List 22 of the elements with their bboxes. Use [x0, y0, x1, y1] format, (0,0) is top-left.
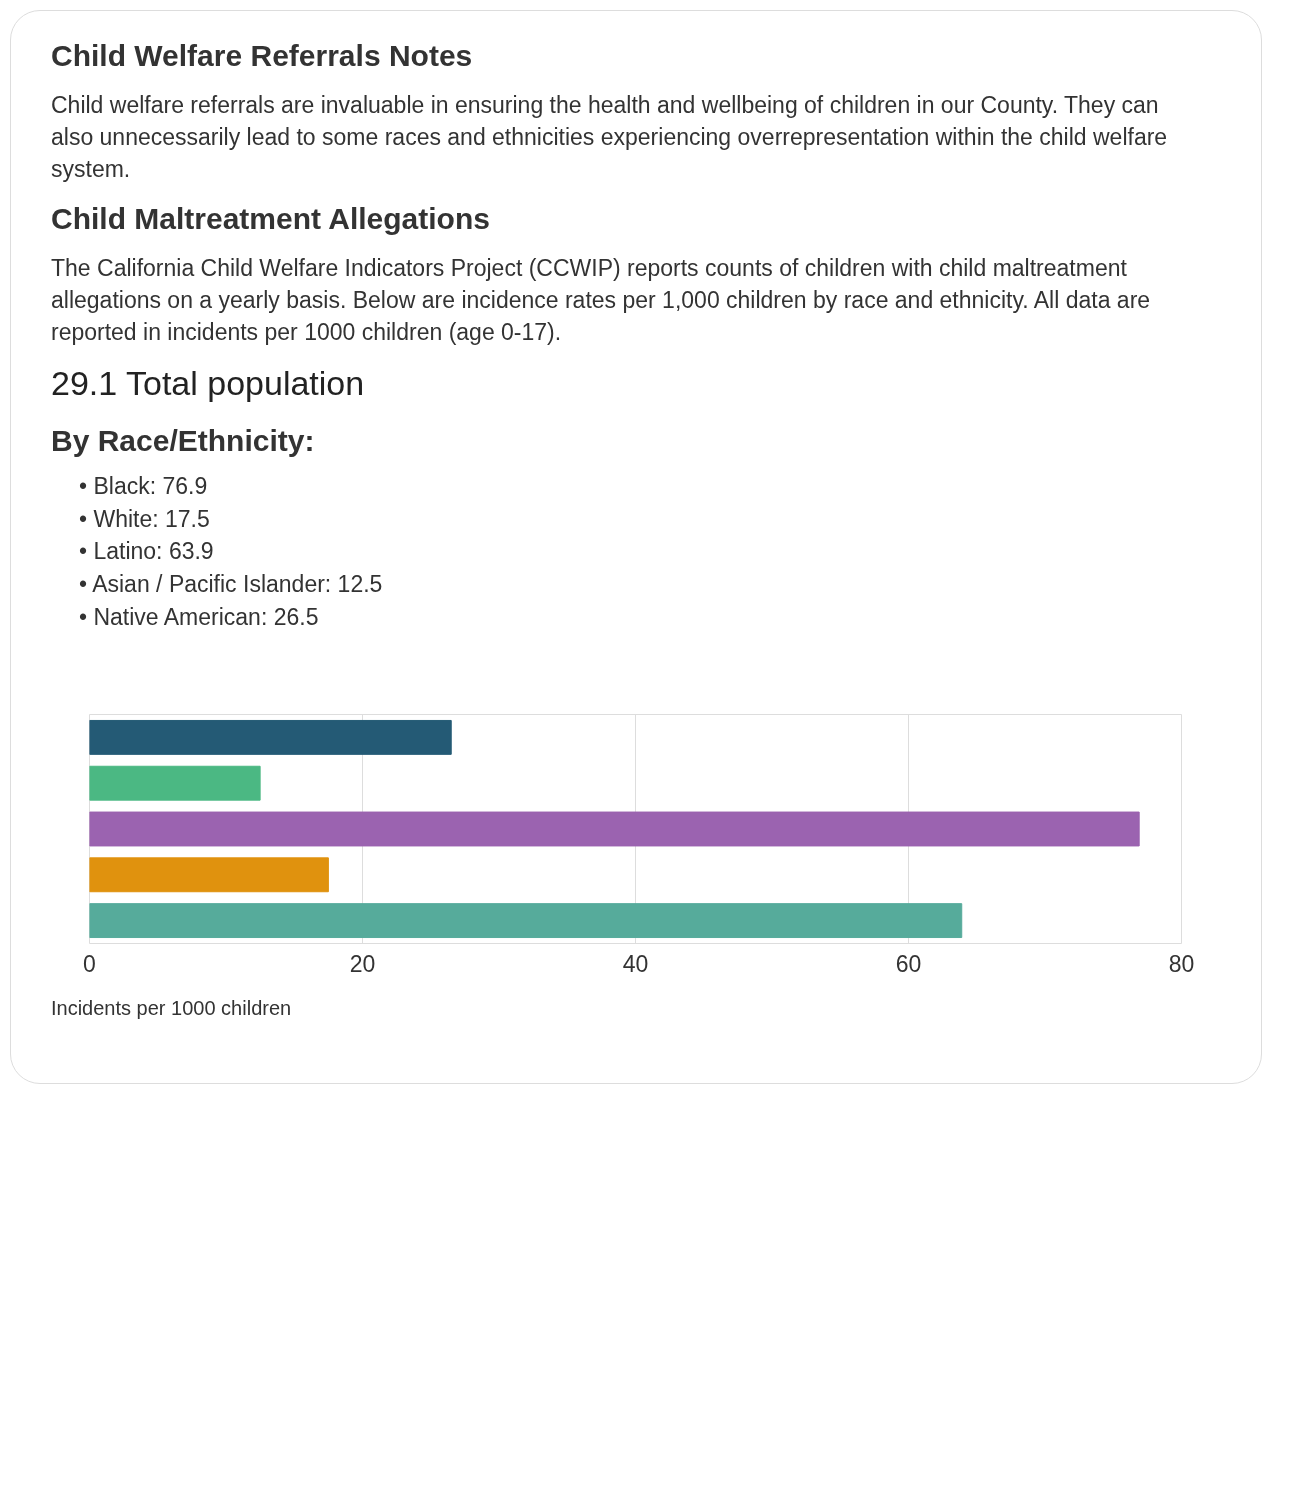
x-tick-label: 20	[349, 950, 376, 977]
chart-subtitle: Child welfare referrals are invaluable in ensuring the health and wellbeing of children in our County. They can also unnecessarily lead to some races and ethnicities experiencing overrepresentation within the child welfare system.	[51, 91, 1169, 185]
x-tick-label: 80	[1168, 950, 1195, 977]
bar	[89, 765, 261, 801]
text: • Asian / Pacific Islander: 12.5	[79, 570, 383, 600]
text: • Black: 76.9	[79, 471, 208, 501]
text: 29.1 Total population	[51, 363, 365, 405]
bar	[89, 857, 329, 893]
x-tick-label: 40	[622, 950, 649, 977]
text: By Race/Ethnicity:	[51, 422, 315, 459]
text: • White: 17.5	[79, 504, 210, 534]
bar	[89, 811, 1140, 847]
bar	[89, 719, 452, 755]
text: • Latino: 63.9	[79, 537, 214, 567]
x-tick-label: 0	[83, 950, 96, 977]
text: • Native American: 26.5	[79, 603, 319, 633]
bar	[89, 903, 963, 938]
text: The California Child Welfare Indicators Project (CCWIP) reports counts of children with child maltreatment allegations on a yearly basis. Below are incidence rates per 1,000 children by race and ethnicity. All data are reported in incidents per 1000 children (age 0-17).	[51, 253, 1152, 347]
chart-title: Child Welfare Referrals Notes	[51, 38, 473, 74]
x-axis-title: Incidents per 1000 children	[51, 995, 292, 1021]
text: Child Maltreatment Allegations	[51, 200, 490, 237]
x-tick-label: 60	[895, 950, 922, 977]
